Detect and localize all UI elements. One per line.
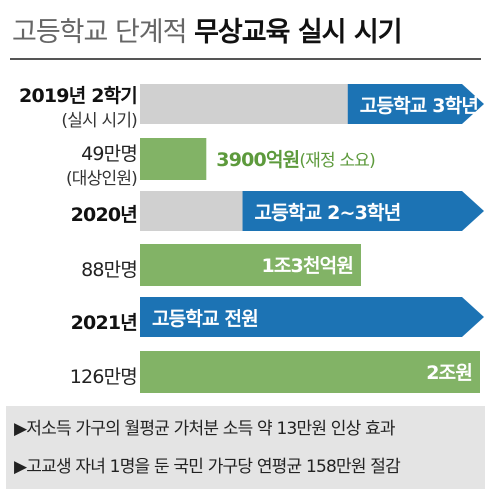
footer-box: ▶저소득 가구의 월평균 가처분 소득 약 13만원 인상 효과 ▶고교생 자녀… bbox=[6, 406, 485, 489]
budget-bar-2 bbox=[140, 351, 480, 393]
year-label-2021: 2021년 bbox=[70, 312, 138, 334]
title-rule bbox=[10, 58, 481, 60]
page-title: 고등학교 단계적 무상교육 실시 시기 bbox=[12, 10, 403, 49]
people-label-2019: 49만명 bbox=[81, 143, 138, 165]
stage-label-0: 고등학교 3학년 bbox=[360, 95, 478, 117]
year-label-2020: 2020년 bbox=[70, 204, 138, 226]
title-part-2: 무상교육 실시 시기 bbox=[194, 17, 403, 48]
coverage-arrow-2 bbox=[140, 297, 484, 337]
stage-label-2: 고등학교 전원 bbox=[152, 308, 258, 330]
title-part-1: 고등학교 단계적 bbox=[12, 17, 187, 48]
budget-bar-1 bbox=[140, 244, 361, 286]
footer-note-1: ▶저소득 가구의 월평균 가처분 소득 약 13만원 인상 효과 bbox=[14, 419, 396, 439]
coverage-arrow-0 bbox=[347, 84, 484, 124]
coverage-arrow-1 bbox=[242, 191, 484, 231]
stage-label-1: 고등학교 2~3학년 bbox=[255, 202, 401, 224]
budget-label-2: 2조원 bbox=[426, 362, 472, 384]
year-label-2019: 2019년 2학기 bbox=[19, 85, 138, 107]
budget-bar-0 bbox=[140, 138, 207, 180]
year-sublabel-2019: (실시 시기) bbox=[61, 111, 137, 131]
footer-note-2: ▶고교생 자녀 1명을 둔 국민 가구당 연평균 158만원 절감 bbox=[14, 457, 401, 477]
budget-label-0: 3900억원(재정 소요) bbox=[216, 149, 375, 171]
people-label-2021: 126만명 bbox=[69, 366, 138, 388]
arrow-grey-lead-0 bbox=[140, 84, 350, 124]
budget-note: (재정 소요) bbox=[299, 151, 375, 171]
arrow-grey-lead-1 bbox=[140, 191, 245, 231]
people-label-2020: 88만명 bbox=[81, 259, 138, 281]
people-sublabel-2019: (대상인원) bbox=[65, 169, 138, 189]
budget-label-1: 1조3천억원 bbox=[261, 255, 353, 277]
